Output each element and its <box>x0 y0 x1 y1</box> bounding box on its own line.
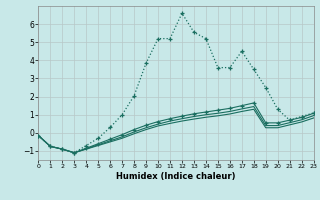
X-axis label: Humidex (Indice chaleur): Humidex (Indice chaleur) <box>116 172 236 181</box>
